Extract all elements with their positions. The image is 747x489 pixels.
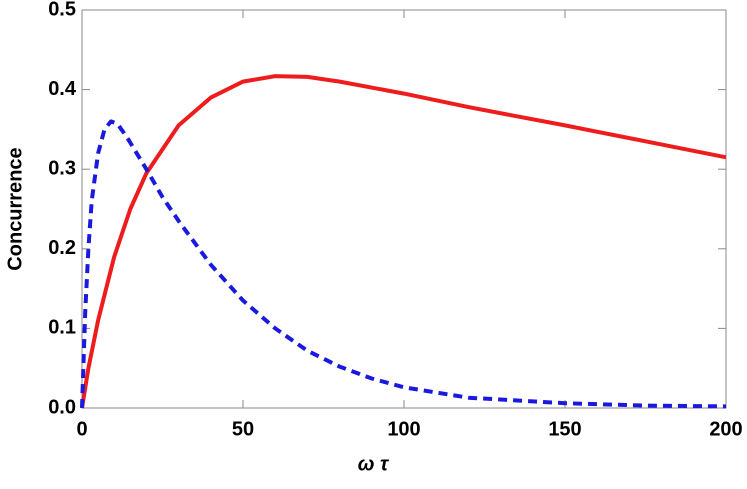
x-tick-label: 50	[232, 418, 254, 440]
y-tick-label: 0.5	[48, 0, 76, 20]
y-tick-label: 0.2	[48, 237, 76, 259]
x-tick-label: 150	[548, 418, 581, 440]
y-tick-label: 0.3	[48, 157, 76, 179]
y-tick-label: 0.1	[48, 317, 76, 339]
y-tick-label: 0.0	[48, 396, 76, 418]
series-line	[80, 74, 727, 409]
x-tick-label: 0	[76, 418, 87, 440]
x-axis-label: ω τ	[358, 453, 390, 475]
x-tick-label: 100	[387, 418, 420, 440]
y-axis-label: Concurrence	[4, 147, 26, 270]
x-tick-label: 200	[709, 418, 742, 440]
y-tick-label: 0.4	[48, 78, 77, 100]
plot-frame	[81, 9, 727, 409]
series-line	[80, 119, 727, 409]
